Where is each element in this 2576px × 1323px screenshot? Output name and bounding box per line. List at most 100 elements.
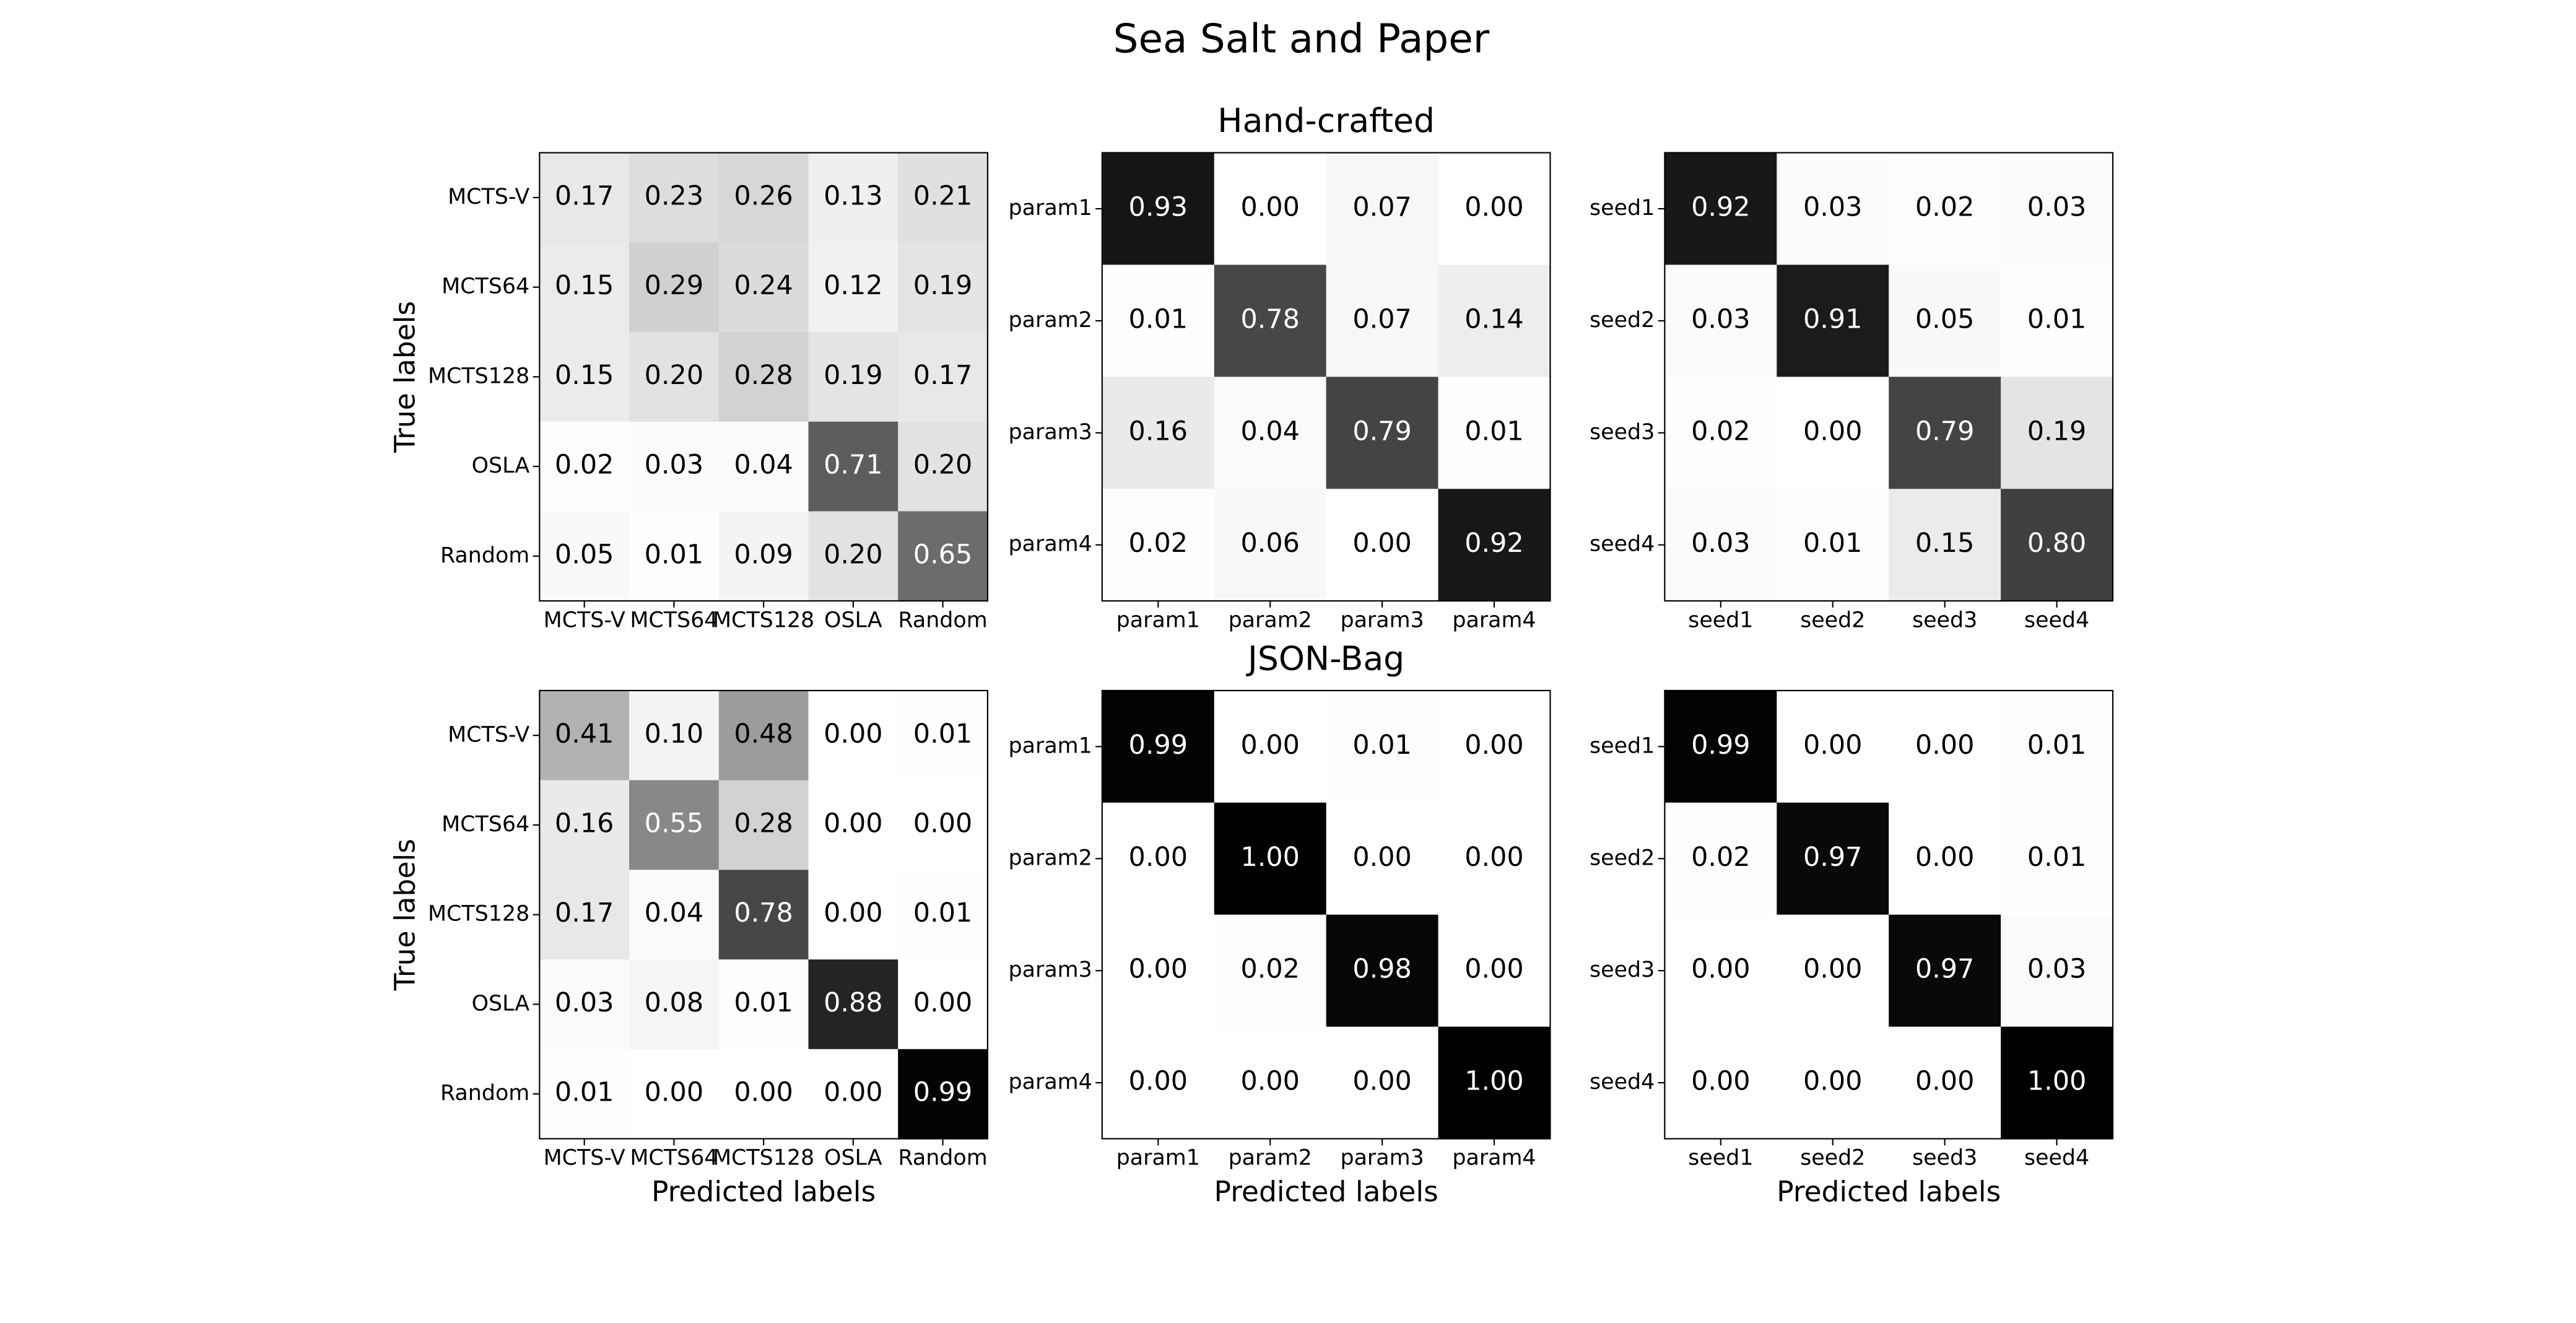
cell: [1664, 152, 1778, 266]
cell-label: 0.98: [1352, 954, 1411, 985]
y-tick-label: MCTS64: [442, 812, 529, 837]
x-tick-label: param1: [1116, 608, 1200, 632]
cell-label: 0.00: [1240, 730, 1299, 761]
cell-label: 0.10: [645, 718, 703, 749]
cell-label: 0.92: [1691, 192, 1750, 223]
cell-label: 0.00: [824, 897, 882, 928]
cell-label: 0.05: [1915, 303, 1974, 334]
cell-label: 0.71: [824, 450, 882, 481]
cell: [539, 242, 630, 333]
cell: [1438, 264, 1551, 378]
cell: [1102, 264, 1215, 378]
cell-label: 0.02: [1691, 842, 1750, 873]
cell-label: 0.99: [1129, 730, 1188, 761]
y-tick-label: seed3: [1590, 958, 1655, 982]
cell: [539, 870, 630, 960]
cell-label: 0.17: [555, 897, 614, 928]
cell-label: 0.28: [734, 360, 793, 391]
cell: [1326, 152, 1439, 266]
y-tick-label: param4: [1009, 1070, 1092, 1094]
cell-label: 0.13: [824, 180, 882, 211]
cell-label: 0.00: [1464, 730, 1523, 761]
y-tick-label: Random: [440, 1081, 529, 1106]
cell-label: 0.41: [555, 718, 614, 749]
x-tick-label: OSLA: [824, 608, 882, 632]
cell: [808, 421, 899, 512]
y-axis-label: True labels: [388, 301, 421, 453]
cell-label: 0.28: [734, 808, 793, 839]
x-tick-label: seed4: [2024, 608, 2089, 632]
cell: [718, 870, 809, 960]
cell-label: 0.05: [555, 539, 614, 570]
x-tick-label: param4: [1452, 608, 1536, 632]
cell: [808, 870, 899, 960]
cell-label: 0.00: [1129, 954, 1188, 985]
cell: [1664, 690, 1778, 803]
y-tick-label: seed1: [1590, 196, 1655, 220]
cell: [629, 332, 720, 422]
cell-label: 0.00: [913, 808, 972, 839]
cell-label: 1.00: [1240, 842, 1299, 873]
cell: [1326, 690, 1439, 803]
cell-label: 0.01: [913, 718, 972, 749]
cell: [629, 152, 720, 243]
cell: [2001, 489, 2113, 601]
y-tick-label: seed1: [1590, 733, 1655, 758]
cell-label: 0.20: [645, 360, 703, 391]
cell-label: 0.17: [555, 180, 614, 211]
cell-label: 0.14: [1464, 303, 1523, 334]
cell-label: 0.00: [1352, 528, 1411, 559]
cell-label: 0.15: [1915, 528, 1974, 559]
cell-label: 0.78: [1240, 303, 1299, 334]
cell: [1438, 489, 1551, 601]
cell: [898, 511, 988, 601]
cell-label: 0.03: [1803, 192, 1862, 223]
cell: [898, 1049, 988, 1140]
cell: [1438, 802, 1551, 915]
cell: [808, 511, 899, 601]
cell: [629, 780, 720, 871]
cell: [808, 332, 899, 422]
cell: [718, 690, 809, 781]
cell-label: 0.01: [645, 539, 703, 570]
cell-label: 0.04: [1240, 416, 1299, 447]
cell: [898, 332, 988, 422]
cell: [718, 332, 809, 422]
cell: [1214, 489, 1327, 601]
cell-label: 0.09: [734, 539, 793, 570]
cell-label: 0.01: [2027, 303, 2086, 334]
cell-label: 0.03: [2027, 192, 2086, 223]
cell: [1326, 377, 1439, 490]
cell-label: 0.00: [734, 1077, 793, 1108]
x-tick-label: param2: [1229, 608, 1312, 632]
y-tick-label: param2: [1009, 845, 1092, 870]
x-tick-label: MCTS64: [630, 608, 718, 632]
cell: [1777, 152, 1889, 266]
cell: [539, 332, 630, 422]
cell: [539, 959, 630, 1050]
x-tick-label: MCTS128: [713, 608, 814, 632]
cell-label: 0.01: [1352, 730, 1411, 761]
cell-label: 0.00: [1129, 1066, 1188, 1097]
cell-label: 0.48: [734, 718, 793, 749]
cell: [1102, 489, 1215, 601]
cell: [898, 690, 988, 781]
x-tick-label: seed3: [1912, 1146, 1977, 1171]
cell-label: 0.03: [1691, 528, 1750, 559]
cell: [1214, 152, 1327, 266]
cell: [1326, 914, 1439, 1028]
cell: [1889, 377, 2001, 490]
cell: [1214, 377, 1327, 490]
cell-label: 0.04: [734, 450, 793, 481]
cell-label: 0.00: [1803, 1066, 1862, 1097]
cell-label: 0.00: [1352, 1066, 1411, 1097]
y-tick-label: seed2: [1590, 308, 1655, 333]
cell: [1777, 802, 1889, 915]
cell-label: 0.02: [1691, 416, 1750, 447]
cell-label: 0.24: [734, 270, 793, 301]
frame: [1101, 152, 1551, 602]
y-tick-label: seed4: [1590, 1070, 1655, 1094]
cell: [2001, 1026, 2113, 1140]
cell: [1438, 377, 1551, 490]
